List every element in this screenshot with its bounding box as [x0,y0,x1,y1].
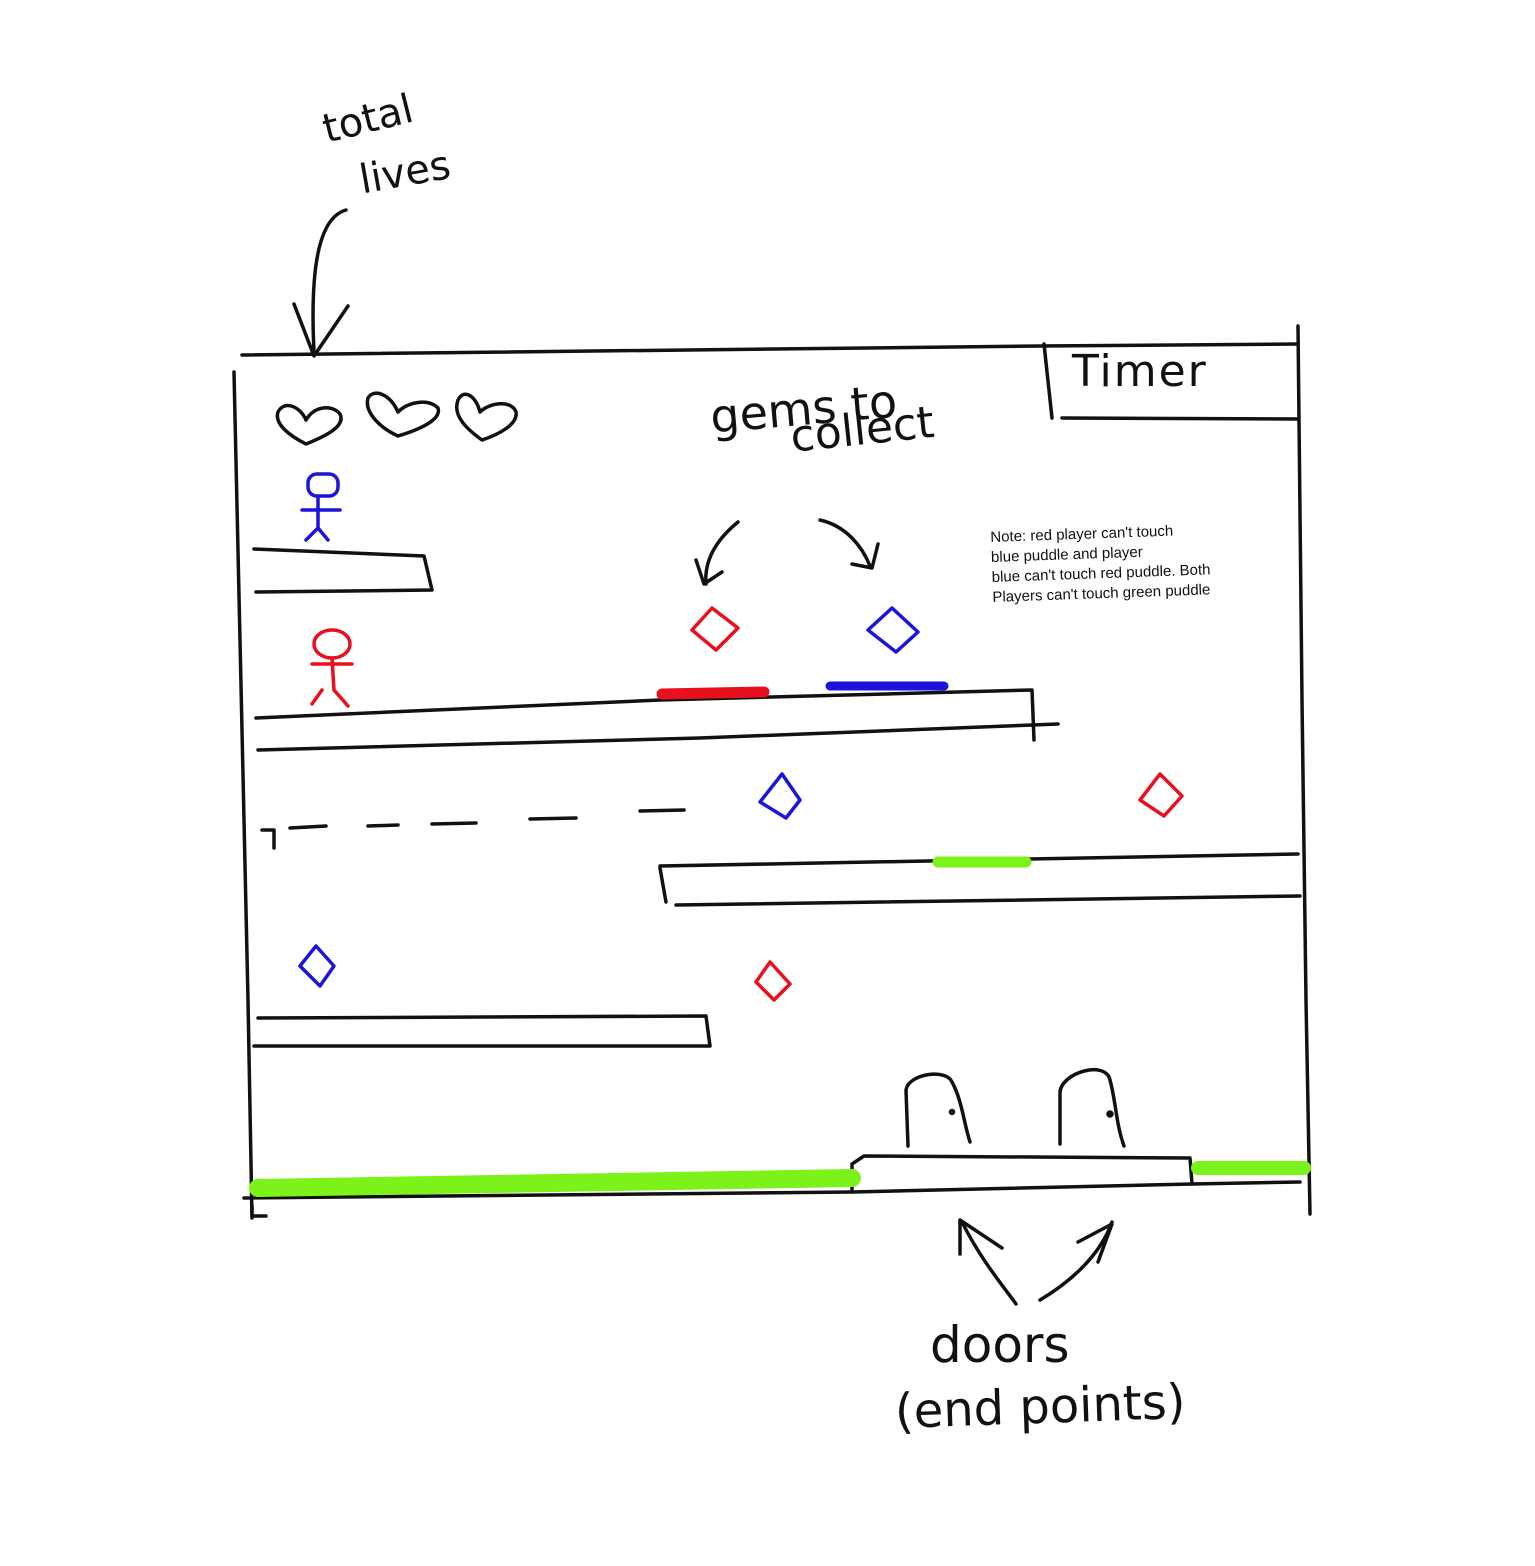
annotation-doors: doors [930,1316,1070,1374]
platform-middle [254,688,1060,752]
blue-gem-icon [298,944,336,988]
red-gem-icon [690,606,740,652]
doors-arrow-right [1038,1220,1114,1302]
lives-hearts [275,391,518,446]
platform-dashed [260,808,686,850]
platform-top-left [252,547,434,594]
puddles [249,681,1311,1197]
timer-box [1042,342,1300,421]
blue-gem-icon [758,772,802,820]
blue-gem-icon [866,606,920,654]
doors-arrow-left [958,1218,1018,1306]
red-player-head [312,628,352,660]
red-gem-icon [1138,772,1184,818]
platform-lower-left [252,1014,712,1048]
heart-icon [454,392,518,442]
lives-arrow [292,208,350,358]
rules-note: Note: red player can't touch blue puddle… [990,518,1273,608]
ground-floor [242,1180,1302,1218]
timer-label: Timer [1072,346,1208,397]
door-icon [904,1072,972,1148]
red-gem-icon [754,960,792,1002]
blue-player [300,472,342,542]
door-icon [1058,1068,1126,1148]
red-player [310,628,354,708]
red-puddle [656,686,770,700]
gems-arrow-left [694,520,740,586]
heart-icon [365,391,440,438]
blue-player-head [306,472,340,498]
gems [298,606,1184,1002]
heart-icon [275,403,343,446]
green-puddle-floor-left [249,1169,861,1197]
annotation-end-points: (end points) [894,1373,1187,1440]
game-window-frame [232,324,1312,1220]
gems-arrow-right [818,518,880,570]
